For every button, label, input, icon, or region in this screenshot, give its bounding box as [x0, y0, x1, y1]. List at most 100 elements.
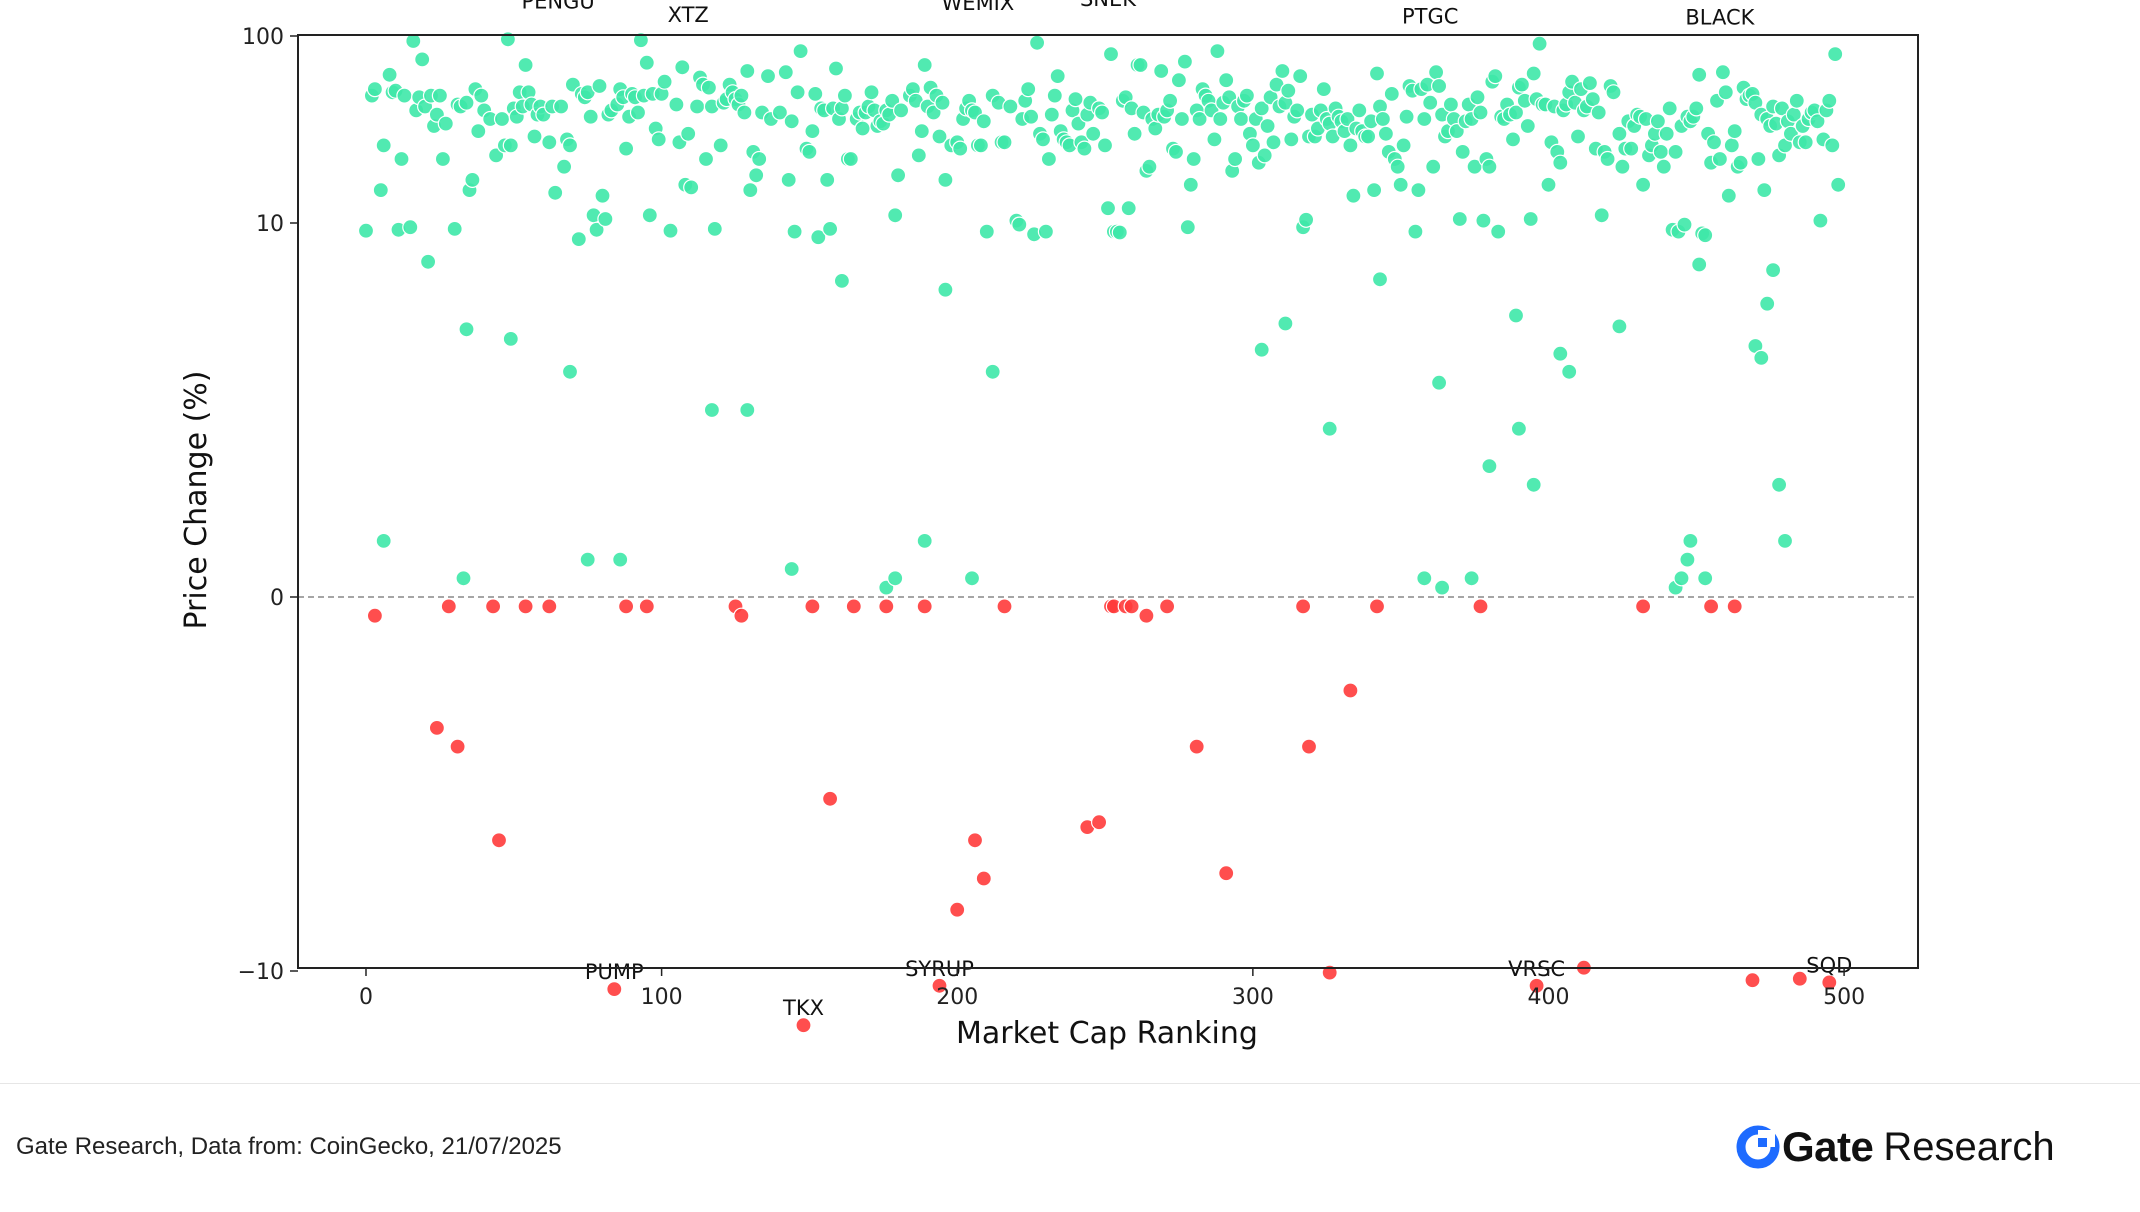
positive-point: [1764, 262, 1782, 279]
positive-point: [786, 223, 803, 240]
positive-point: [1697, 570, 1714, 587]
positive-point: [1475, 212, 1492, 229]
positive-point: [1256, 147, 1273, 164]
positive-point: [1705, 134, 1723, 151]
positive-point: [810, 229, 827, 246]
positive-point: [892, 102, 910, 119]
negative-point: [1472, 598, 1489, 615]
positive-point: [1141, 158, 1158, 175]
positive-point: [1569, 128, 1587, 145]
positive-point: [1085, 125, 1102, 142]
negative-point: [845, 598, 862, 615]
positive-point: [1280, 82, 1297, 99]
positive-point: [1821, 92, 1838, 109]
positive-point: [842, 150, 859, 168]
positive-point: [1253, 341, 1270, 358]
positive-point: [402, 219, 419, 236]
positive-point: [357, 222, 375, 239]
positive-point: [588, 221, 605, 238]
positive-point: [931, 128, 948, 145]
positive-point: [801, 143, 818, 160]
positive-point: [1726, 123, 1743, 140]
points-layer: [357, 31, 1847, 1034]
y-tick-label: −10: [238, 960, 284, 985]
positive-point: [1297, 211, 1315, 228]
positive-point: [1649, 113, 1667, 130]
positive-point: [1732, 154, 1749, 171]
positive-point: [502, 137, 519, 154]
positive-point: [916, 56, 933, 74]
positive-point: [1265, 134, 1282, 151]
positive-point: [662, 222, 679, 239]
positive-point: [405, 32, 422, 50]
positive-point: [1584, 90, 1601, 108]
positive-point: [1289, 102, 1306, 119]
positive-point: [1351, 102, 1368, 119]
positive-point: [1410, 182, 1427, 199]
negative-point: [949, 901, 966, 918]
positive-point: [561, 363, 579, 380]
positive-point: [396, 87, 413, 104]
positive-point: [1430, 77, 1448, 95]
negative-point: [733, 607, 750, 624]
positive-point: [1531, 35, 1548, 52]
positive-point: [1691, 66, 1708, 83]
positive-point: [526, 128, 543, 145]
positive-point: [632, 32, 650, 49]
negative-point: [449, 738, 466, 755]
positive-point: [1540, 176, 1557, 193]
positive-point: [1513, 76, 1531, 93]
positive-point: [1753, 349, 1770, 366]
gate-logo-icon: [1736, 1125, 1780, 1169]
footer-divider: [0, 1083, 2140, 1084]
positive-point: [1756, 182, 1773, 199]
positive-point: [1315, 80, 1332, 98]
negative-point: [428, 719, 445, 737]
positive-point: [464, 171, 481, 188]
positive-point: [697, 150, 715, 168]
positive-point: [1020, 80, 1037, 98]
positive-point: [517, 56, 534, 74]
positive-point: [1153, 62, 1170, 80]
positive-point: [1179, 219, 1196, 236]
positive-point: [1552, 345, 1569, 362]
positive-point: [913, 123, 930, 140]
positive-point: [978, 223, 995, 240]
positive-point: [1383, 85, 1400, 103]
positive-point: [641, 207, 658, 224]
positive-point: [1170, 72, 1188, 89]
positive-point: [996, 134, 1013, 151]
negative-point: [1123, 598, 1140, 615]
positive-point: [1593, 207, 1610, 224]
positive-point: [934, 94, 951, 111]
positive-point: [1655, 158, 1672, 175]
positive-point: [1371, 271, 1389, 288]
positive-point: [431, 87, 448, 104]
positive-point: [937, 281, 954, 298]
positive-point: [1723, 137, 1740, 154]
x-axis-label: Market Cap Ranking: [956, 1016, 1258, 1051]
positive-point: [1238, 87, 1256, 104]
positive-point: [579, 551, 596, 568]
point-annotation: SNEK: [1080, 0, 1137, 11]
positive-point: [1176, 53, 1194, 70]
positive-point: [547, 184, 564, 201]
positive-point: [629, 104, 647, 121]
positive-point: [1504, 131, 1522, 148]
positive-point: [1368, 65, 1386, 82]
positive-point: [1507, 307, 1525, 324]
positive-point: [1697, 227, 1714, 244]
positive-point: [1720, 187, 1737, 204]
positive-point: [1717, 84, 1734, 101]
positive-point: [783, 113, 800, 130]
positive-point: [1182, 176, 1199, 193]
positive-point: [473, 87, 490, 104]
positive-point: [827, 60, 845, 77]
positive-point: [1667, 143, 1684, 160]
positive-point: [366, 80, 383, 98]
x-tick-label: 400: [1527, 985, 1569, 1010]
positive-point: [1277, 315, 1294, 332]
positive-point: [777, 64, 794, 81]
negative-point: [617, 598, 635, 615]
negative-point: [440, 598, 457, 615]
